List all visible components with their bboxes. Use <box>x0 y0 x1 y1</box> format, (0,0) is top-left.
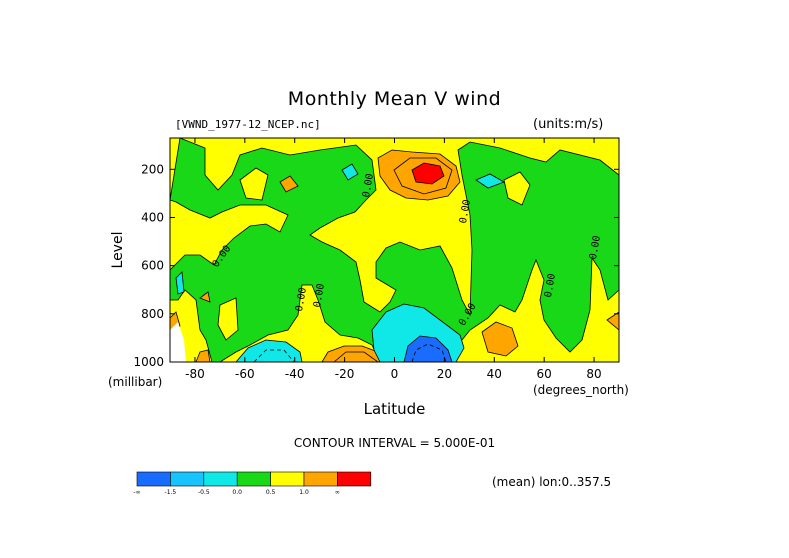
x-axis-label: Latitude <box>363 400 426 418</box>
source-file-label: [VWND_1977-12_NCEP.nc] <box>175 118 321 131</box>
colorbar-label: -1.5 <box>165 489 177 496</box>
x-tick-label: 60 <box>537 367 552 381</box>
colorbar-label: 1.0 <box>299 489 309 496</box>
colorbar-label: 0.5 <box>266 489 276 496</box>
field-negative-low-right-core <box>403 335 453 362</box>
colorbar: -∞ -1.5 -0.5 0.0 0.5 1.0 ∞ <box>133 471 372 496</box>
field-positive-low-max <box>321 345 387 362</box>
y-tick-label: 1000 <box>133 355 164 369</box>
field-orange-spot-3 <box>481 321 519 357</box>
field-orange-spot-4 <box>195 349 211 362</box>
x-tick-label: -80 <box>185 367 205 381</box>
plot-fill <box>170 138 619 362</box>
x-tick-label: 40 <box>487 367 502 381</box>
y-tick-label: 800 <box>141 307 164 321</box>
contour-label: 0.00 <box>361 173 376 199</box>
colorbar-label: -∞ <box>133 489 140 496</box>
x-tick-label: -60 <box>235 367 255 381</box>
contour-label: 0.00 <box>312 283 327 309</box>
y-tick-label: 400 <box>141 210 164 224</box>
contour-label: 0.00 <box>294 287 309 313</box>
y-axis: 200 400 600 800 1000 <box>133 162 619 369</box>
units-label: (units:m/s) <box>533 117 604 132</box>
field-orange-spot <box>279 175 299 193</box>
contour-label: 0.00 <box>458 199 473 225</box>
field-cyan-spot-3 <box>175 271 185 295</box>
y-tick-label: 200 <box>141 162 164 176</box>
field-missing-region <box>170 322 186 362</box>
colorbar-label: 0.0 <box>232 489 242 496</box>
y-axis-units: (millibar) <box>108 375 163 389</box>
chart-title: Monthly Mean V wind <box>287 88 502 110</box>
colorbar-swatch <box>337 471 372 487</box>
field-cyan-spot <box>341 163 359 181</box>
x-tick-label: 20 <box>437 367 452 381</box>
contour-interval-text: CONTOUR INTERVAL = 5.000E-01 <box>293 436 496 450</box>
mean-longitude-text: (mean) lon:0..357.5 <box>492 475 612 489</box>
field-positive-max-core <box>411 162 445 185</box>
field-positive-max-contour <box>393 157 453 195</box>
contour-label: 0.00 <box>588 235 603 261</box>
field-negative-low-right-dash <box>411 343 447 362</box>
x-axis-units: (degrees_north) <box>533 383 629 397</box>
field-positive-patch <box>239 167 269 201</box>
colorbar-swatch <box>303 471 338 487</box>
field-cyan-spot-2 <box>475 173 505 189</box>
field-negative-low-left <box>235 339 303 362</box>
field-orange-spot-2 <box>199 291 211 303</box>
colorbar-swatch <box>136 471 171 487</box>
y-tick-label: 600 <box>141 259 164 273</box>
x-tick-label: -20 <box>335 367 355 381</box>
x-axis: -80 -60 -40 -20 0 20 40 60 80 <box>185 138 602 381</box>
colorbar-label: -0.5 <box>198 489 210 496</box>
x-tick-label: 80 <box>586 367 601 381</box>
contour-label: 0.00 <box>543 273 558 299</box>
field-positive-patch-2 <box>503 171 531 206</box>
field-positive-patch-3 <box>217 297 239 341</box>
x-tick-label: -40 <box>285 367 305 381</box>
colorbar-swatch <box>203 471 238 487</box>
x-tick-label: 0 <box>391 367 399 381</box>
field-positive-low-contour <box>333 351 379 362</box>
colorbar-swatch <box>170 471 205 487</box>
colorbar-label: ∞ <box>335 489 340 496</box>
colorbar-swatch <box>236 471 271 487</box>
colorbar-swatch <box>270 471 305 487</box>
field-negative-low-left-dash <box>253 349 295 362</box>
field-orange-spot-6 <box>606 311 619 331</box>
